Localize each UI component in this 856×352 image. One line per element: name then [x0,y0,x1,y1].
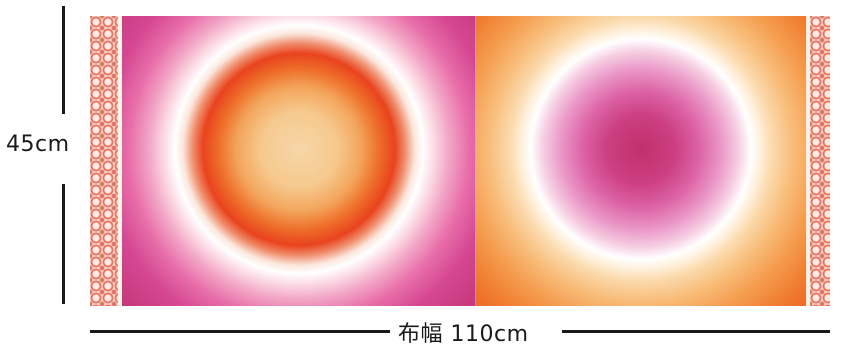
fabric-circle-motif-orange-center [122,16,476,306]
fabric-circle-motif-magenta-center [476,16,806,306]
width-dimension-line-right [562,330,830,333]
width-dimension-label: 布幅 110cm [398,322,529,347]
width-dimension-line-left [90,330,390,333]
fabric-swatch-image [90,16,830,306]
height-dimension-line-top [62,6,65,114]
height-dimension-line-bottom [62,184,65,304]
fabric-selvage-left [90,16,122,306]
height-dimension-label: 45cm [6,132,70,157]
fabric-selvage-right [806,16,830,306]
